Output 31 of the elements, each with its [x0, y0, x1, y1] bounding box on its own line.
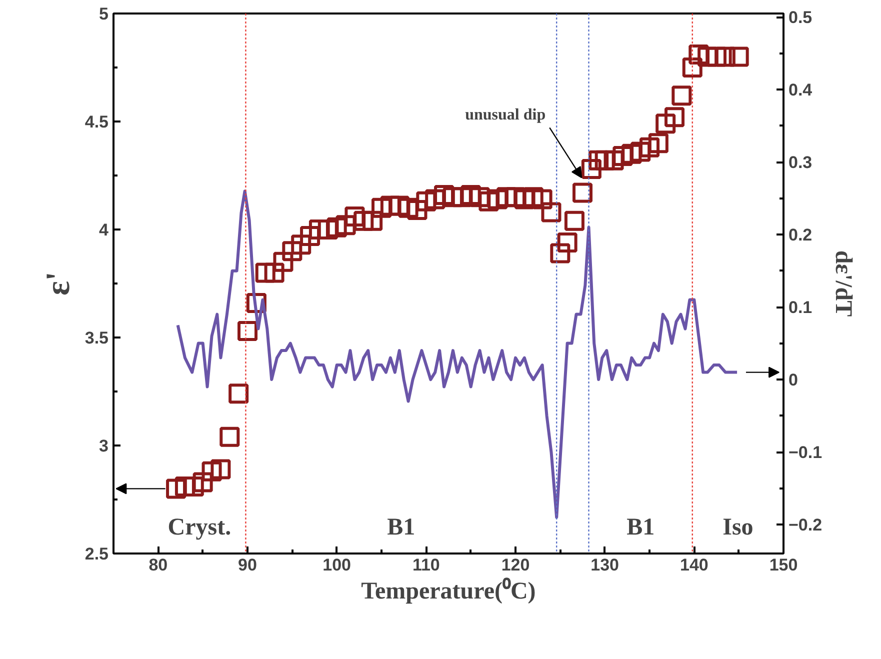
y-tick-label: 5	[99, 4, 109, 24]
x-tick-label: 100	[322, 556, 352, 574]
x-tick-label: 150	[769, 556, 798, 574]
annotation: unusual dip	[465, 106, 546, 124]
annotation: B1	[626, 514, 655, 540]
y2-tick-label: 0	[788, 370, 798, 390]
y-tick-label: 4	[99, 220, 110, 240]
x-tick-label: 80	[148, 556, 168, 574]
y-axis-title: ε'	[40, 272, 77, 296]
y2-tick-label: 0.1	[788, 298, 812, 318]
y2-tick-label: 0.3	[788, 153, 812, 172]
x-tick-label: 110	[412, 556, 440, 574]
y-tick-label: 3	[99, 436, 109, 456]
annotation: Iso	[722, 514, 754, 540]
y2-tick-label: −0.1	[788, 443, 822, 462]
annotation: B1	[387, 514, 416, 540]
y-tick-label: 4.5	[84, 112, 109, 132]
x-axis-title: Temperature(⁰C)	[361, 578, 536, 604]
x-tick-label: 130	[590, 556, 620, 574]
x-tick-label: 90	[238, 556, 257, 574]
y-tick-label: 2.5	[84, 544, 109, 564]
annotation: Cryst.	[168, 514, 232, 540]
y2-tick-label: 0.2	[788, 226, 812, 245]
y2-tick-label: 0.5	[788, 8, 812, 28]
x-tick-label: 140	[680, 556, 708, 574]
y-tick-label: 3.5	[84, 328, 109, 348]
line-series	[176, 190, 739, 519]
y2-tick-label: 0.4	[788, 80, 813, 100]
y2-tick-label: −0.2	[788, 516, 822, 535]
y2-axis-title: dε'/dT	[830, 250, 856, 317]
x-tick-label: 120	[501, 556, 530, 574]
